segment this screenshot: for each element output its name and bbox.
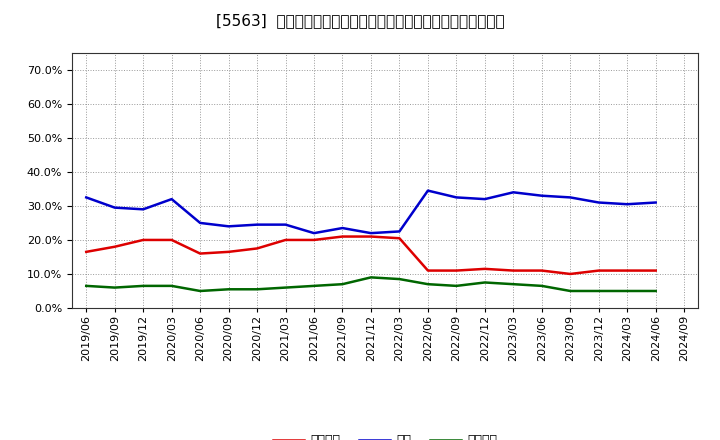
在庫 bbox=[338, 225, 347, 231]
買入債務 bbox=[537, 283, 546, 289]
買入債務 bbox=[652, 288, 660, 293]
在庫 bbox=[225, 224, 233, 229]
売上債権 bbox=[395, 235, 404, 241]
買入債務 bbox=[310, 283, 318, 289]
買入債務 bbox=[139, 283, 148, 289]
在庫 bbox=[395, 229, 404, 234]
Line: 在庫: 在庫 bbox=[86, 191, 656, 233]
買入債務 bbox=[110, 285, 119, 290]
在庫 bbox=[110, 205, 119, 210]
売上債権 bbox=[139, 237, 148, 242]
在庫 bbox=[139, 207, 148, 212]
売上債権 bbox=[423, 268, 432, 273]
買入債務 bbox=[509, 282, 518, 287]
売上債権 bbox=[253, 246, 261, 251]
売上債権 bbox=[537, 268, 546, 273]
売上債権 bbox=[366, 234, 375, 239]
Line: 買入債務: 買入債務 bbox=[86, 277, 656, 291]
売上債権 bbox=[82, 249, 91, 254]
在庫 bbox=[366, 231, 375, 236]
買入債務 bbox=[480, 280, 489, 285]
在庫 bbox=[423, 188, 432, 193]
売上債権 bbox=[595, 268, 603, 273]
在庫 bbox=[82, 195, 91, 200]
売上債権 bbox=[480, 266, 489, 271]
売上債権 bbox=[196, 251, 204, 256]
買入債務 bbox=[225, 286, 233, 292]
買入債務 bbox=[595, 288, 603, 293]
買入債務 bbox=[623, 288, 631, 293]
売上債権 bbox=[225, 249, 233, 254]
在庫 bbox=[566, 195, 575, 200]
売上債権 bbox=[509, 268, 518, 273]
在庫 bbox=[167, 197, 176, 202]
買入債務 bbox=[452, 283, 461, 289]
売上債権 bbox=[338, 234, 347, 239]
買入債務 bbox=[282, 285, 290, 290]
買入債務 bbox=[253, 286, 261, 292]
売上債権 bbox=[623, 268, 631, 273]
在庫 bbox=[537, 193, 546, 198]
在庫 bbox=[310, 231, 318, 236]
売上債権 bbox=[282, 237, 290, 242]
売上債権 bbox=[452, 268, 461, 273]
Line: 売上債権: 売上債権 bbox=[86, 237, 656, 274]
買入債務 bbox=[395, 276, 404, 282]
在庫 bbox=[196, 220, 204, 226]
買入債務 bbox=[167, 283, 176, 289]
買入債務 bbox=[423, 282, 432, 287]
在庫 bbox=[509, 190, 518, 195]
在庫 bbox=[452, 195, 461, 200]
買入債務 bbox=[196, 288, 204, 293]
在庫 bbox=[253, 222, 261, 227]
在庫 bbox=[652, 200, 660, 205]
在庫 bbox=[480, 197, 489, 202]
買入債務 bbox=[82, 283, 91, 289]
買入債務 bbox=[366, 275, 375, 280]
Text: [5563]  売上債権、在庫、買入債務の総資産に対する比率の推移: [5563] 売上債権、在庫、買入債務の総資産に対する比率の推移 bbox=[216, 13, 504, 28]
売上債権 bbox=[310, 237, 318, 242]
買入債務 bbox=[338, 282, 347, 287]
売上債権 bbox=[566, 271, 575, 277]
売上債権 bbox=[652, 268, 660, 273]
売上債権 bbox=[167, 237, 176, 242]
Legend: 売上債権, 在庫, 買入債務: 売上債権, 在庫, 買入債務 bbox=[268, 429, 503, 440]
在庫 bbox=[282, 222, 290, 227]
売上債権 bbox=[110, 244, 119, 249]
買入債務 bbox=[566, 288, 575, 293]
在庫 bbox=[595, 200, 603, 205]
在庫 bbox=[623, 202, 631, 207]
